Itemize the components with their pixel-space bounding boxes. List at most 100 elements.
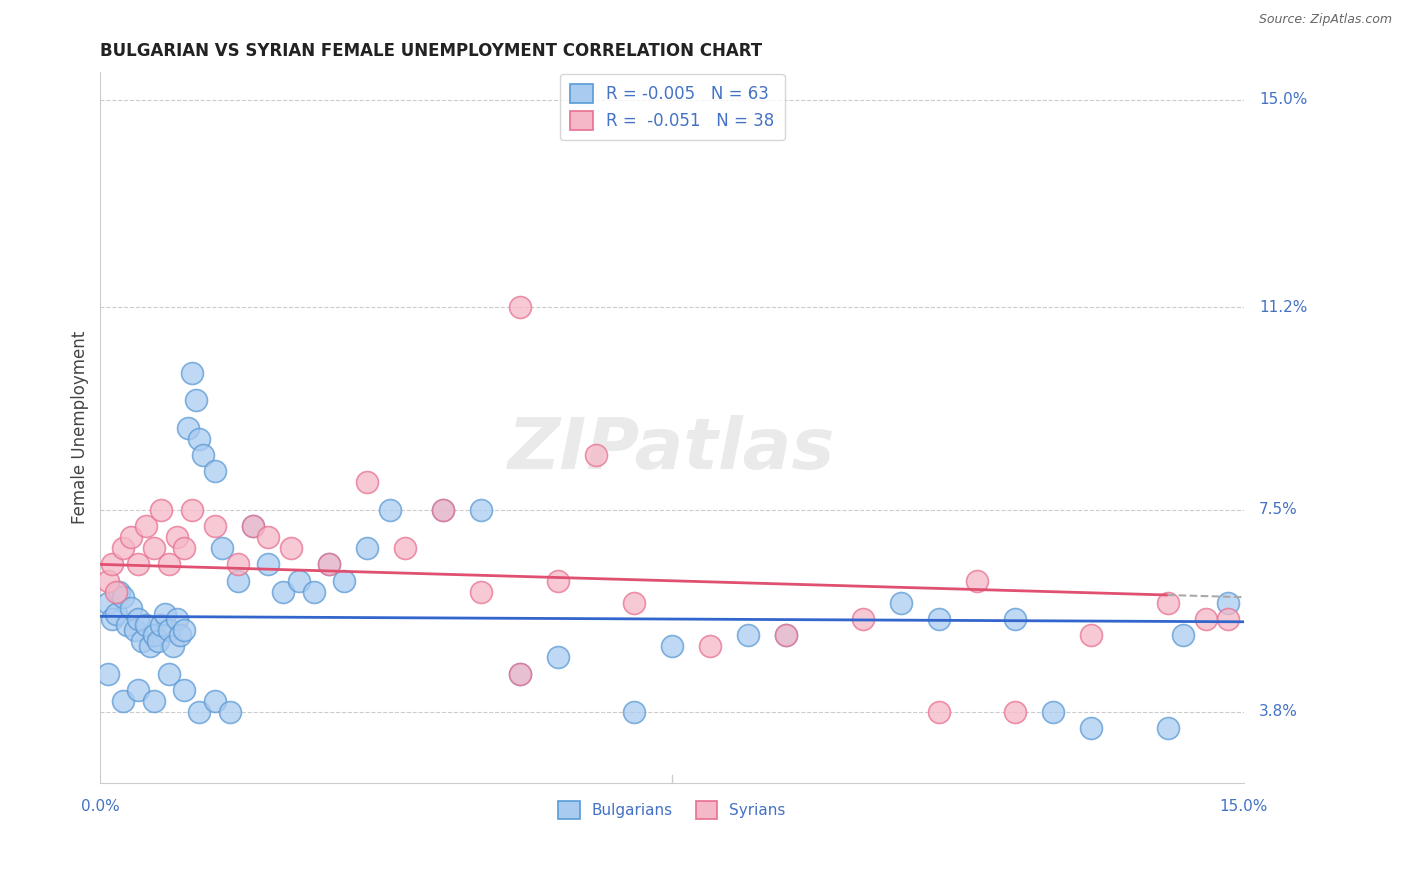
Point xyxy=(432,502,454,516)
Point xyxy=(226,574,249,588)
Point xyxy=(101,558,124,572)
Point xyxy=(1080,628,1102,642)
Point xyxy=(139,640,162,654)
Point xyxy=(104,584,127,599)
Point xyxy=(470,584,492,599)
Point xyxy=(1080,722,1102,736)
Point xyxy=(1156,596,1178,610)
Point xyxy=(1218,596,1240,610)
Point xyxy=(131,634,153,648)
Point xyxy=(135,617,157,632)
Point xyxy=(432,502,454,516)
Point xyxy=(509,301,531,315)
Point xyxy=(112,694,135,708)
Point xyxy=(157,666,180,681)
Text: 11.2%: 11.2% xyxy=(1258,300,1308,315)
Point xyxy=(146,634,169,648)
Point xyxy=(150,617,173,632)
Point xyxy=(104,607,127,621)
Point xyxy=(211,541,233,555)
Point xyxy=(204,519,226,533)
Point xyxy=(280,541,302,555)
Point xyxy=(173,683,195,698)
Point xyxy=(775,628,797,642)
Text: Source: ZipAtlas.com: Source: ZipAtlas.com xyxy=(1258,13,1392,27)
Text: BULGARIAN VS SYRIAN FEMALE UNEMPLOYMENT CORRELATION CHART: BULGARIAN VS SYRIAN FEMALE UNEMPLOYMENT … xyxy=(100,42,762,60)
Point xyxy=(142,628,165,642)
Point xyxy=(737,628,759,642)
Point xyxy=(193,448,215,462)
Point xyxy=(162,640,184,654)
Point xyxy=(287,574,309,588)
Point xyxy=(173,623,195,637)
Text: ZIPatlas: ZIPatlas xyxy=(509,415,835,483)
Point xyxy=(157,623,180,637)
Point xyxy=(318,558,340,572)
Point xyxy=(699,640,721,654)
Point xyxy=(356,475,378,490)
Point xyxy=(97,574,120,588)
Point xyxy=(142,694,165,708)
Point xyxy=(585,448,607,462)
Point xyxy=(470,502,492,516)
Point xyxy=(333,574,356,588)
Point xyxy=(928,612,950,626)
Point xyxy=(184,393,207,408)
Y-axis label: Female Unemployment: Female Unemployment xyxy=(72,331,89,524)
Point xyxy=(112,590,135,604)
Point xyxy=(115,617,138,632)
Point xyxy=(173,541,195,555)
Point xyxy=(890,596,912,610)
Point xyxy=(127,558,149,572)
Point xyxy=(242,519,264,533)
Point xyxy=(509,666,531,681)
Point xyxy=(177,421,200,435)
Point xyxy=(1042,705,1064,719)
Point xyxy=(166,612,188,626)
Point xyxy=(101,612,124,626)
Point xyxy=(120,530,142,544)
Point xyxy=(188,432,211,446)
Text: 15.0%: 15.0% xyxy=(1258,92,1308,107)
Point xyxy=(204,694,226,708)
Point xyxy=(1218,612,1240,626)
Point xyxy=(180,502,202,516)
Text: 3.8%: 3.8% xyxy=(1258,705,1298,720)
Point xyxy=(302,584,325,599)
Point xyxy=(204,465,226,479)
Point xyxy=(1156,722,1178,736)
Point xyxy=(150,502,173,516)
Point xyxy=(661,640,683,654)
Point xyxy=(153,607,176,621)
Point xyxy=(271,584,294,599)
Legend: Bulgarians, Syrians: Bulgarians, Syrians xyxy=(553,796,792,825)
Point xyxy=(120,601,142,615)
Point xyxy=(1004,612,1026,626)
Point xyxy=(378,502,401,516)
Point xyxy=(157,558,180,572)
Point xyxy=(142,541,165,555)
Point xyxy=(394,541,416,555)
Point xyxy=(127,683,149,698)
Point xyxy=(166,530,188,544)
Point xyxy=(112,541,135,555)
Point xyxy=(97,596,120,610)
Point xyxy=(127,612,149,626)
Point xyxy=(188,705,211,719)
Point xyxy=(318,558,340,572)
Point xyxy=(226,558,249,572)
Point xyxy=(966,574,988,588)
Point xyxy=(356,541,378,555)
Point xyxy=(242,519,264,533)
Point xyxy=(928,705,950,719)
Point xyxy=(623,705,645,719)
Point xyxy=(1171,628,1194,642)
Point xyxy=(169,628,191,642)
Point xyxy=(547,650,569,665)
Point xyxy=(97,666,120,681)
Text: 0.0%: 0.0% xyxy=(82,799,120,814)
Point xyxy=(108,584,131,599)
Point xyxy=(257,558,280,572)
Point xyxy=(180,366,202,380)
Point xyxy=(547,574,569,588)
